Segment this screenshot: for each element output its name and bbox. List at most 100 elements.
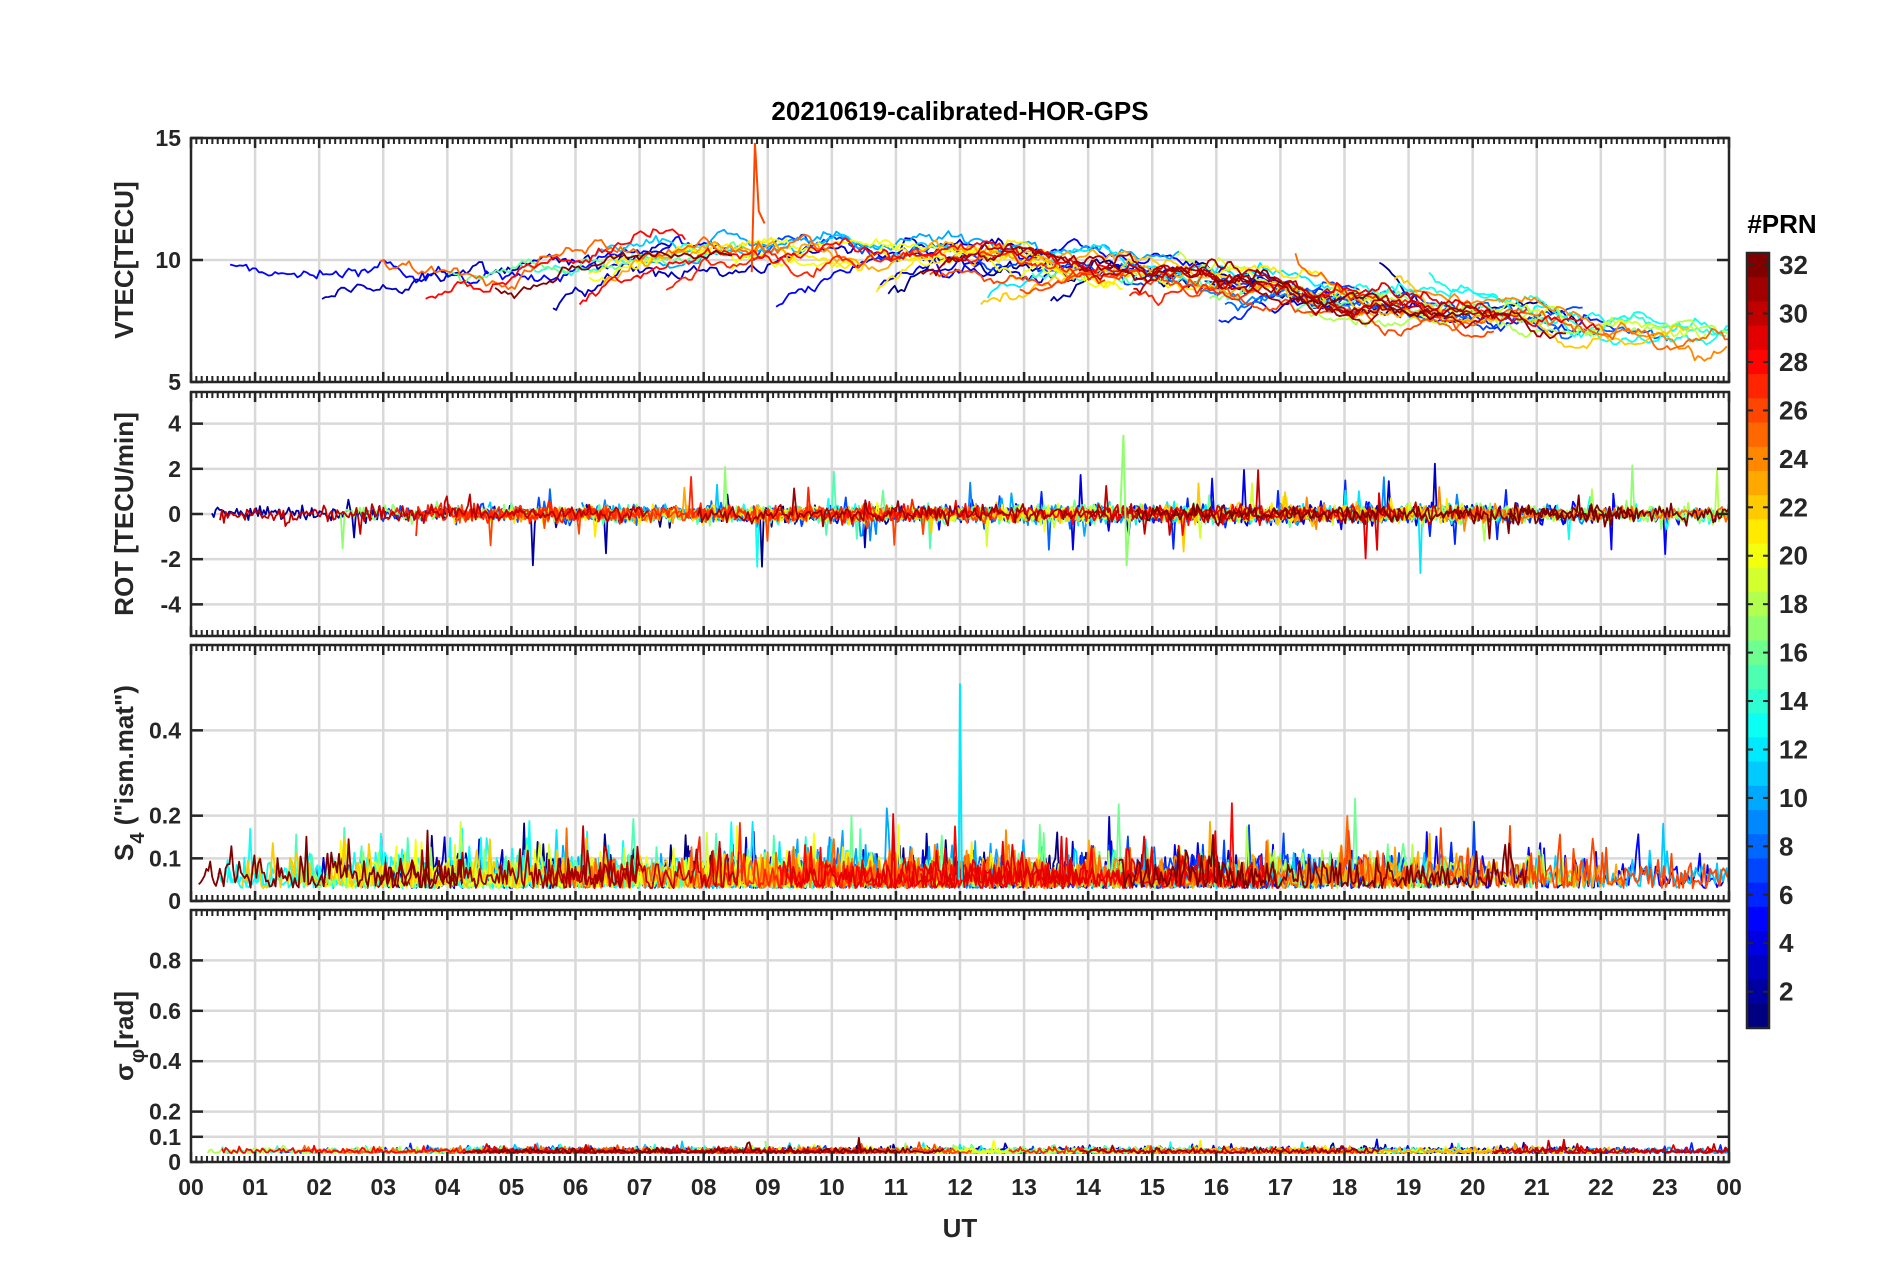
colorbar-tick-label: 30 bbox=[1779, 299, 1808, 329]
panel-sigma_phi: 00.10.2 0.4 0.6 0.8σφ[rad] bbox=[109, 908, 1731, 1175]
series-group bbox=[211, 434, 1729, 574]
x-tick-label: 01 bbox=[242, 1174, 268, 1200]
series-line-prn-32 bbox=[1507, 494, 1729, 527]
series-line-prn-30 bbox=[543, 825, 740, 889]
colorbar-segment bbox=[1747, 277, 1769, 303]
colorbar-segment bbox=[1747, 858, 1769, 884]
colorbar-tick-label: 32 bbox=[1779, 250, 1808, 280]
colorbar-segment bbox=[1747, 931, 1769, 956]
y-axis-label: S4 ("ism.mat") bbox=[109, 685, 149, 861]
series-line-prn-31 bbox=[697, 487, 1111, 528]
x-tick-label: 05 bbox=[499, 1174, 525, 1200]
colorbar-segment bbox=[1747, 374, 1769, 399]
series-line-prn-32 bbox=[198, 829, 463, 889]
x-tick-label: 00 bbox=[1716, 1174, 1742, 1200]
colorbar-tick-label: 18 bbox=[1779, 589, 1808, 619]
series-line-prn-32 bbox=[462, 1136, 945, 1155]
colorbar-segment bbox=[1747, 713, 1769, 738]
panel-vtec: 5 10 15 VTEC[TECU] bbox=[109, 125, 1731, 395]
x-tick-label: 20 bbox=[1460, 1174, 1486, 1200]
x-tick-label: 18 bbox=[1332, 1174, 1358, 1200]
y-tick-label: 0.4 bbox=[149, 1048, 181, 1074]
panel-rot: -4 -2 0 2 4 ROT [TECU/min] bbox=[109, 390, 1731, 638]
colorbar-segment bbox=[1747, 422, 1769, 448]
series-line-prn-30 bbox=[1088, 469, 1482, 536]
colorbar-segment bbox=[1747, 398, 1769, 424]
chart-title: 20210619-calibrated-HOR-GPS bbox=[771, 96, 1148, 126]
series-line-prn-31 bbox=[1078, 252, 1567, 340]
series-line-prn-31 bbox=[1079, 1144, 1381, 1154]
y-tick-label: 10 bbox=[155, 247, 181, 273]
panel-s4: 0 0.1 0.2 0.4S4 ("ism.mat") bbox=[109, 643, 1731, 914]
y-tick-label: 0 bbox=[168, 1149, 181, 1175]
colorbar-tick-label: 22 bbox=[1779, 492, 1808, 522]
colorbar-segment bbox=[1747, 1003, 1769, 1029]
colorbar-segment bbox=[1747, 325, 1769, 351]
x-tick-label: 02 bbox=[306, 1174, 332, 1200]
y-tick-label: -4 bbox=[161, 591, 182, 617]
colorbar-segment bbox=[1747, 664, 1769, 690]
y-tick-label: 0 bbox=[168, 888, 181, 914]
x-tick-label: 09 bbox=[755, 1174, 781, 1200]
series-group bbox=[198, 683, 1729, 890]
series-spike bbox=[750, 142, 766, 273]
x-tick-label: 00 bbox=[178, 1174, 204, 1200]
y-tick-label: 0.8 bbox=[149, 947, 181, 973]
series-line-prn-26 bbox=[1341, 825, 1729, 890]
series-line-prn-27 bbox=[1008, 1145, 1363, 1154]
series-line-prn-26 bbox=[929, 267, 1251, 298]
colorbar-segment bbox=[1747, 253, 1769, 278]
x-tick-label: 04 bbox=[435, 1174, 461, 1200]
y-tick-label: -2 bbox=[161, 546, 181, 572]
colorbar-tick-label: 26 bbox=[1779, 395, 1808, 425]
series-line-prn-23 bbox=[602, 239, 1075, 285]
series-line-prn-22 bbox=[241, 837, 784, 890]
x-tick-label: 16 bbox=[1204, 1174, 1230, 1200]
x-tick-labels: 00 01 02 03 04 05 06 07 08 09 10 11 12 13 14 15 16 17 18 19… bbox=[178, 1174, 1742, 1200]
series-line-prn-32 bbox=[1118, 834, 1528, 889]
colorbar-segment bbox=[1747, 567, 1769, 593]
colorbar-segment bbox=[1747, 640, 1769, 666]
x-tick-label: 07 bbox=[627, 1174, 653, 1200]
y-tick-label: 15 bbox=[155, 125, 181, 151]
series-line-prn-21 bbox=[1242, 495, 1486, 525]
colorbar-tick-label: 20 bbox=[1779, 541, 1808, 571]
series-line-prn-11 bbox=[1525, 822, 1729, 889]
series-line-prn-28 bbox=[425, 228, 686, 300]
series-spike bbox=[1119, 434, 1131, 567]
colorbar-segment bbox=[1747, 906, 1769, 932]
series-line-prn-27 bbox=[415, 475, 942, 536]
colorbar-tick-label: 12 bbox=[1779, 734, 1808, 764]
series-line-prn-14 bbox=[1523, 294, 1727, 337]
series-line-prn-5 bbox=[1499, 492, 1729, 555]
x-tick-label: 14 bbox=[1075, 1174, 1101, 1200]
series-spike bbox=[957, 683, 963, 880]
x-tick-label: 22 bbox=[1588, 1174, 1614, 1200]
series-line-prn-32 bbox=[1134, 502, 1637, 540]
colorbar-segment bbox=[1747, 979, 1769, 1005]
colorbar-frame bbox=[1745, 251, 1771, 1030]
colorbar-tick-label: 4 bbox=[1779, 928, 1794, 958]
y-tick-label: 0.6 bbox=[149, 998, 181, 1024]
colorbar-segment bbox=[1747, 470, 1769, 496]
colorbar-tick-label: 2 bbox=[1779, 977, 1793, 1007]
series-line-prn-29 bbox=[1301, 281, 1600, 331]
colorbar-tick-label: 28 bbox=[1779, 347, 1808, 377]
colorbar-segment bbox=[1747, 737, 1769, 763]
colorbar-segment bbox=[1747, 543, 1769, 569]
x-tick-label: 08 bbox=[691, 1174, 717, 1200]
x-tick-label: 13 bbox=[1011, 1174, 1037, 1200]
series-line-prn-12 bbox=[1071, 489, 1510, 574]
series-line-prn-27 bbox=[665, 248, 1106, 291]
colorbar-tick-label: 16 bbox=[1779, 638, 1808, 668]
colorbar-segment bbox=[1747, 495, 1769, 521]
colorbar-segment bbox=[1747, 810, 1769, 835]
x-tick-label: 03 bbox=[370, 1174, 396, 1200]
y-tick-label: 2 bbox=[168, 456, 181, 482]
colorbar-segment bbox=[1747, 592, 1769, 617]
x-tick-label: 12 bbox=[947, 1174, 973, 1200]
x-tick-label: 23 bbox=[1652, 1174, 1678, 1200]
y-tick-label: 0.1 bbox=[149, 845, 181, 871]
colorbar-segment bbox=[1747, 349, 1769, 375]
